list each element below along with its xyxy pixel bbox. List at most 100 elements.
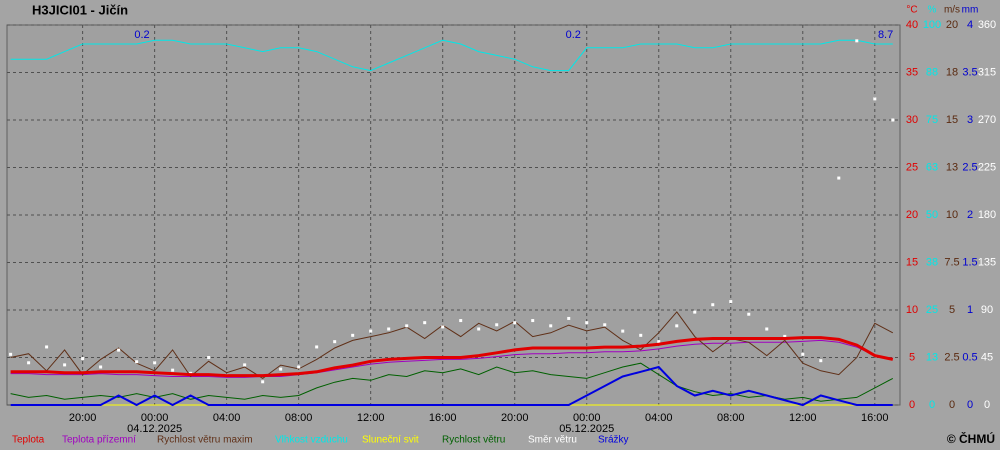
axis-unit: °C bbox=[906, 5, 917, 16]
x-tick-label: 20:00 bbox=[69, 412, 97, 424]
data-point bbox=[333, 340, 337, 344]
y-tick-label: 100 bbox=[923, 19, 941, 31]
data-point bbox=[603, 323, 607, 327]
axis-unit: % bbox=[928, 5, 937, 16]
data-point bbox=[45, 345, 49, 349]
y-tick-label: 5 bbox=[949, 304, 955, 316]
data-point bbox=[261, 380, 265, 384]
data-point bbox=[711, 303, 715, 307]
data-point bbox=[207, 356, 211, 359]
data-point bbox=[441, 325, 445, 329]
data-point bbox=[117, 348, 121, 352]
y-tick-label: 75 bbox=[926, 114, 938, 126]
data-point bbox=[99, 365, 103, 369]
y-tick-label: 2.5 bbox=[962, 161, 977, 173]
y-tick-label: 1.5 bbox=[962, 256, 977, 268]
series-line bbox=[10, 336, 894, 378]
y-tick-label: 3 bbox=[967, 114, 973, 126]
legend-entry: Vlhkost vzduchu bbox=[275, 435, 348, 446]
data-point bbox=[639, 333, 643, 337]
annotation: 8.7 bbox=[878, 29, 893, 41]
data-point bbox=[891, 118, 895, 122]
y-tick-label: 135 bbox=[978, 256, 996, 268]
date-label: 05.12.2025 bbox=[559, 423, 614, 435]
y-tick-label: 2.5 bbox=[944, 351, 959, 363]
data-point bbox=[549, 324, 553, 328]
y-tick-label: 270 bbox=[978, 114, 996, 126]
y-tick-label: 13 bbox=[946, 161, 958, 173]
data-point bbox=[531, 319, 535, 323]
y-tick-label: 88 bbox=[926, 66, 938, 78]
y-tick-label: 50 bbox=[926, 209, 938, 221]
data-point bbox=[675, 324, 679, 328]
y-tick-label: 40 bbox=[906, 19, 918, 31]
data-point bbox=[765, 327, 769, 331]
data-point bbox=[621, 329, 625, 333]
y-tick-label: 225 bbox=[978, 161, 996, 173]
legend-entry: Směr větru bbox=[528, 435, 577, 446]
data-point bbox=[243, 363, 247, 367]
legend-entry: Rychlost větru bbox=[442, 435, 505, 446]
y-tick-label: 360 bbox=[978, 19, 996, 31]
data-point bbox=[405, 324, 409, 328]
y-tick-label: 18 bbox=[946, 66, 958, 78]
data-point bbox=[567, 316, 571, 320]
series-line bbox=[10, 365, 893, 407]
credit: © ČHMÚ bbox=[947, 431, 995, 446]
data-point bbox=[315, 345, 319, 349]
y-tick-label: 1 bbox=[967, 304, 973, 316]
data-point bbox=[279, 367, 283, 371]
data-point bbox=[657, 340, 661, 344]
data-point bbox=[459, 319, 463, 323]
data-point bbox=[747, 312, 751, 316]
y-tick-label: 180 bbox=[978, 209, 996, 221]
legend-entry: Teplota bbox=[12, 435, 45, 446]
data-point bbox=[729, 300, 733, 304]
data-point bbox=[27, 361, 31, 365]
axis-unit: m/s bbox=[944, 5, 960, 16]
date-label: 04.12.2025 bbox=[127, 423, 182, 435]
x-tick-label: 08:00 bbox=[285, 412, 313, 424]
y-tick-label: 90 bbox=[981, 304, 993, 316]
data-point bbox=[855, 39, 859, 43]
y-tick-label: 0.5 bbox=[962, 351, 977, 363]
data-point bbox=[297, 365, 301, 369]
x-tick-label: 12:00 bbox=[789, 412, 817, 424]
data-point bbox=[837, 176, 841, 180]
data-point bbox=[351, 333, 355, 337]
x-tick-label: 00:00 bbox=[573, 412, 601, 424]
y-tick-label: 10 bbox=[906, 304, 918, 316]
y-tick-label: 0 bbox=[909, 399, 915, 411]
chart-title: H3JICI01 - Jičín bbox=[32, 2, 128, 17]
annotation: 0.2 bbox=[134, 29, 149, 41]
y-tick-label: 5 bbox=[909, 351, 915, 363]
data-point bbox=[63, 363, 67, 367]
legend-entry: Teplota přízemní bbox=[62, 435, 136, 446]
data-point bbox=[585, 321, 589, 325]
x-tick-label: 20:00 bbox=[501, 412, 529, 424]
data-point bbox=[9, 352, 13, 356]
data-point bbox=[171, 368, 175, 372]
data-point bbox=[693, 310, 697, 314]
x-tick-label: 08:00 bbox=[717, 412, 745, 424]
y-tick-label: 20 bbox=[906, 209, 918, 221]
y-tick-label: 20 bbox=[946, 19, 958, 31]
data-point bbox=[783, 334, 787, 338]
legend-entry: Sluneční svit bbox=[362, 435, 419, 446]
y-tick-label: 0 bbox=[967, 399, 973, 411]
legend-entry: Srážky bbox=[598, 435, 629, 446]
series-line bbox=[10, 339, 893, 378]
data-point bbox=[423, 321, 427, 325]
x-tick-label: 00:00 bbox=[141, 412, 169, 424]
x-tick-label: 04:00 bbox=[645, 412, 673, 424]
data-point bbox=[135, 360, 139, 364]
y-tick-label: 7.5 bbox=[944, 256, 959, 268]
y-tick-label: 15 bbox=[906, 256, 918, 268]
y-tick-label: 315 bbox=[978, 66, 996, 78]
y-tick-label: 25 bbox=[926, 304, 938, 316]
y-tick-label: 4 bbox=[967, 19, 973, 31]
data-point bbox=[477, 327, 481, 331]
y-tick-label: 0 bbox=[929, 399, 935, 411]
series-line bbox=[10, 311, 894, 380]
